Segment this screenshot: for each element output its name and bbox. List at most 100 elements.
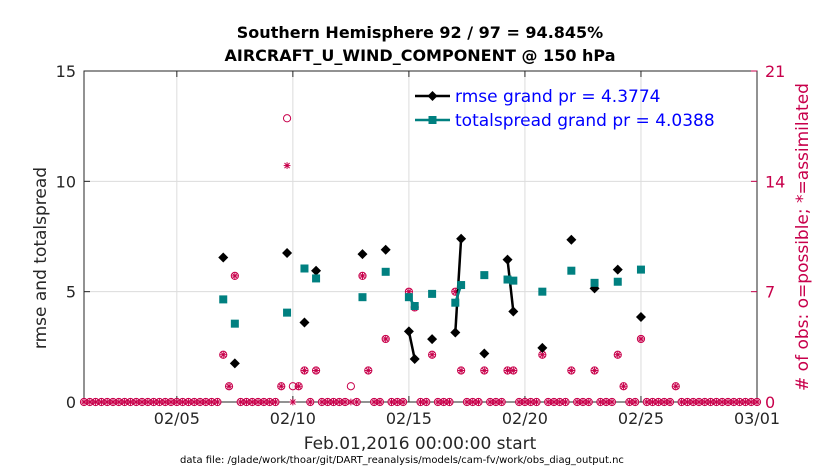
obs-assimilated-zero-63-d2 (580, 399, 586, 405)
obs-assimilated-zero-43-d2 (417, 399, 424, 405)
left-y-tick-label-0: 0 (66, 393, 76, 412)
obs-assimilated-zero-86-d2 (742, 399, 749, 405)
obs-assimilated-zero-16-d2 (173, 399, 180, 405)
totalspread-point-1 (230, 319, 239, 328)
obs-assimilated-27-d2 (672, 383, 679, 390)
obs-assimilated-zero-18-d2 (185, 399, 192, 405)
chart-title-line1: Southern Hemisphere 92 / 97 = 94.845% (237, 23, 603, 42)
obs-assimilated-15-d2 (429, 351, 436, 358)
obs-assimilated-zero-7-d2 (121, 399, 128, 405)
obs-assimilated-zero-51-d2 (487, 399, 494, 405)
totalspread-point-9 (428, 289, 437, 298)
obs-assimilated-zero-50-d2 (475, 399, 482, 405)
obs-assimilated-zero-26 (248, 398, 256, 406)
obs-possible-zero-31 (306, 397, 315, 407)
obs-assimilated-zero-12-d2 (150, 399, 157, 405)
rmse-point-1 (229, 358, 240, 369)
obs-possible-zero-44 (422, 397, 431, 407)
obs-possible-11 (364, 366, 373, 375)
totalspread-point-4 (312, 274, 321, 283)
x-tick-label-4: 02/25 (618, 409, 664, 428)
chart-title-line2: AIRCRAFT_U_WIND_COMPONENT @ 150 hPa (224, 46, 615, 65)
obs-assimilated-2 (231, 272, 239, 280)
obs-assimilated-zero-57-d2 (533, 399, 540, 405)
obs-assimilated-zero-62 (573, 398, 581, 406)
obs-possible-3 (277, 382, 286, 391)
obs-assimilated-zero-47 (446, 398, 453, 406)
rmse-point-14 (508, 306, 519, 317)
left-y-axis-ticks: 0 5 10 15 (56, 62, 90, 412)
obs-assimilated-zero-83-d2 (725, 399, 731, 405)
obs-assimilated-9-d2 (347, 399, 354, 405)
obs-assimilated-zero-2-d2 (92, 399, 99, 405)
totalspread-point-16 (567, 266, 576, 275)
obs-possible-6 (294, 382, 303, 391)
legend-rmse-marker (427, 91, 438, 101)
obs-assimilated-zero-87-d2 (748, 399, 755, 405)
obs-assimilated-5 (289, 398, 297, 406)
obs-possible-4 (282, 114, 292, 123)
obs-assimilated-zero-53-d2 (498, 399, 505, 405)
obs-possible-zero-67 (607, 397, 617, 407)
obs-assimilated-zero-60-d2 (556, 399, 563, 405)
obs-assimilated-zero-75-d2 (678, 399, 685, 405)
obs-assimilated-zero-23-d2 (214, 399, 221, 405)
totalspread-point-13 (503, 275, 512, 284)
obs-possible-12 (381, 334, 390, 344)
obs-assimilated-zero-44-d2 (423, 399, 430, 405)
obs-assimilated-zero-35-d2 (336, 399, 343, 405)
obs-assimilated-zero-84-d2 (730, 399, 737, 405)
obs-assimilated-17 (457, 367, 465, 374)
obs-assimilated-12-d2 (382, 336, 389, 342)
rmse-point-11 (456, 233, 467, 244)
obs-assimilated-zero-33-d2 (324, 399, 331, 405)
obs-possible-8 (311, 366, 321, 375)
x-tick-label-3: 02/20 (502, 409, 548, 428)
obs-assimilated-19 (504, 367, 511, 374)
obs-possible-15 (428, 350, 437, 359)
obs-assimilated-zero-68 (625, 398, 633, 406)
obs-assimilated-zero-28-d2 (260, 399, 267, 405)
obs-assimilated-zero-77-d2 (690, 399, 697, 405)
obs-assimilated-11 (364, 367, 372, 374)
rmse-point-2 (282, 248, 293, 259)
left-y-tick-label-2: 10 (56, 172, 76, 191)
obs-assimilated-zero-54-d2 (516, 399, 523, 405)
obs-assimilated-zero-31-d2 (307, 399, 314, 405)
x-axis-ticks: 02/05 02/10 02/15 02/20 02/25 03/01 (154, 71, 780, 428)
obs-assimilated-zero-69-d2 (632, 399, 639, 405)
obs-assimilated-22-d2 (568, 367, 575, 374)
obs-assimilated-zero-69 (631, 398, 639, 406)
obs-possible-zero-64 (584, 397, 593, 407)
totalspread-point-19 (636, 265, 645, 274)
obs-assimilated-zero-47-d2 (446, 399, 453, 405)
left-y-tick-label-3: 15 (56, 62, 76, 81)
obs-assimilated-zero-87 (747, 398, 755, 406)
obs-assimilated-zero-8-d2 (127, 399, 134, 405)
obs-count-markers (79, 114, 762, 407)
obs-assimilated-3-d2 (278, 383, 285, 390)
obs-assimilated-zero-41-d2 (394, 399, 401, 405)
obs-assimilated-zero-48 (463, 398, 471, 406)
legend-spread-marker (428, 116, 437, 124)
legend-rmse-label: rmse grand pr = 4.3774 (455, 87, 660, 107)
obs-assimilated-zero-32-d2 (318, 399, 325, 405)
obs-assimilated-zero-20-d2 (197, 399, 203, 405)
series-lines (218, 233, 646, 369)
obs-assimilated-3 (277, 382, 285, 390)
obs-assimilated-zero-24-d2 (237, 399, 244, 405)
obs-assimilated-zero-15 (167, 398, 175, 406)
obs-assimilated-23 (591, 367, 598, 374)
rmse-point-0 (218, 252, 229, 263)
obs-assimilated-zero-42-d2 (400, 399, 406, 405)
obs-assimilated-9 (347, 398, 355, 406)
totalspread-point-15 (538, 287, 547, 296)
obs-assimilated-25-d2 (620, 383, 627, 390)
rmse-point-7 (403, 326, 414, 337)
obs-assimilated-zero-66 (602, 398, 610, 406)
obs-assimilated-zero-11-d2 (144, 399, 151, 405)
obs-assimilated-zero-66-d2 (603, 399, 610, 405)
obs-assimilated-zero-55-d2 (522, 399, 528, 405)
right-y-tick-label-0: 0 (765, 393, 775, 412)
obs-assimilated-20-d2 (510, 367, 517, 374)
